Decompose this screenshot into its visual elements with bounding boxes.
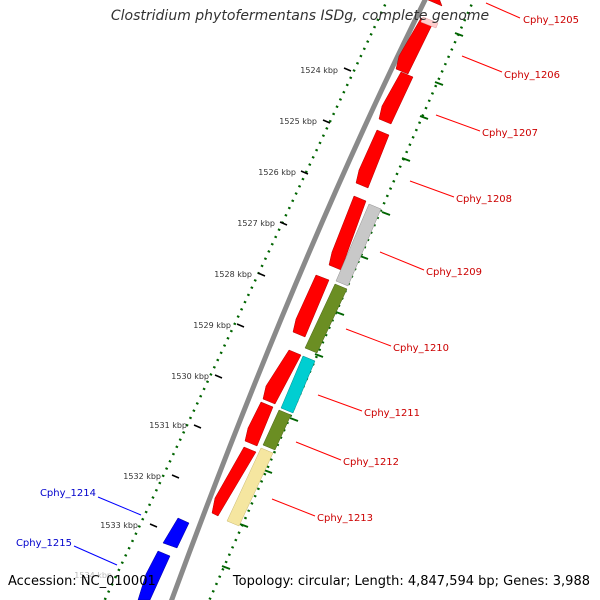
gene-label-cphy-1209[interactable]: Cphy_1209	[426, 267, 482, 278]
cog-bar-olive[interactable]	[304, 283, 348, 354]
gene-label-cphy-1206[interactable]: Cphy_1206	[504, 70, 560, 81]
cog-gene-bars	[226, 16, 439, 527]
scale-label-1530: 1530 kbp	[171, 372, 209, 381]
reverse-strand-genes	[137, 517, 190, 600]
scale-label-1528: 1528 kbp	[214, 270, 252, 279]
scale-label-1526: 1526 kbp	[258, 168, 296, 177]
gene-cphy-1209[interactable]	[328, 195, 367, 271]
forward-label-connectors	[271, 2, 521, 517]
scale-label-1529: 1529 kbp	[193, 321, 231, 330]
genome-backbone	[169, 0, 428, 600]
gene-cphy-1212[interactable]	[244, 401, 274, 447]
cog-ring-ticks	[221, 32, 464, 570]
scale-label-1527: 1527 kbp	[237, 219, 275, 228]
scale-label-1533: 1533 kbp	[100, 521, 138, 530]
outer-dotted-ring	[208, 0, 475, 600]
gene-cphy-1213[interactable]	[211, 446, 257, 517]
forward-strand-genes	[211, 0, 443, 517]
scale-label-1524: 1524 kbp	[300, 66, 338, 75]
gene-label-cphy-1213[interactable]: Cphy_1213	[317, 513, 373, 524]
gene-cphy-1208[interactable]	[355, 129, 390, 189]
gene-cphy-1215[interactable]	[137, 550, 171, 600]
cog-bar-pink[interactable]	[420, 16, 439, 29]
gene-label-cphy-1212[interactable]: Cphy_1212	[343, 457, 399, 468]
gene-label-cphy-1211[interactable]: Cphy_1211	[364, 408, 420, 419]
reverse-label-connectors	[73, 496, 142, 566]
scale-ticks	[149, 67, 352, 528]
gene-label-cphy-1210[interactable]: Cphy_1210	[393, 343, 449, 354]
cog-bar-gray[interactable]	[335, 203, 382, 287]
map-title: Clostridium phytofermentans ISDg, comple…	[110, 8, 490, 24]
gene-cphy-1214[interactable]	[162, 517, 190, 549]
gene-label-cphy-1207[interactable]: Cphy_1207	[482, 128, 538, 139]
gene-cphy-1207[interactable]	[378, 71, 414, 125]
accession-text: Accession: NC_010001	[8, 574, 156, 589]
scale-label-1534: 1534 kbp	[74, 571, 112, 580]
scale-label-1531: 1531 kbp	[149, 421, 187, 430]
gene-label-cphy-1214[interactable]: Cphy_1214	[40, 488, 96, 499]
scale-label-1532: 1532 kbp	[123, 472, 161, 481]
gene-cphy-1205[interactable]	[422, 0, 443, 7]
cog-bar-cyan[interactable]	[280, 355, 316, 414]
scale-label-1525: 1525 kbp	[279, 117, 317, 126]
gene-cphy-1211[interactable]	[262, 349, 302, 405]
cog-bar-olive-2[interactable]	[262, 409, 292, 451]
gene-label-cphy-1205[interactable]: Cphy_1205	[523, 15, 579, 26]
gene-label-cphy-1208[interactable]: Cphy_1208	[456, 194, 512, 205]
cog-bar-khaki[interactable]	[226, 447, 274, 527]
gene-label-cphy-1215[interactable]: Cphy_1215	[16, 538, 72, 549]
gene-cphy-1210[interactable]	[292, 274, 330, 338]
genome-summary-text: Topology: circular; Length: 4,847,594 bp…	[232, 574, 590, 589]
